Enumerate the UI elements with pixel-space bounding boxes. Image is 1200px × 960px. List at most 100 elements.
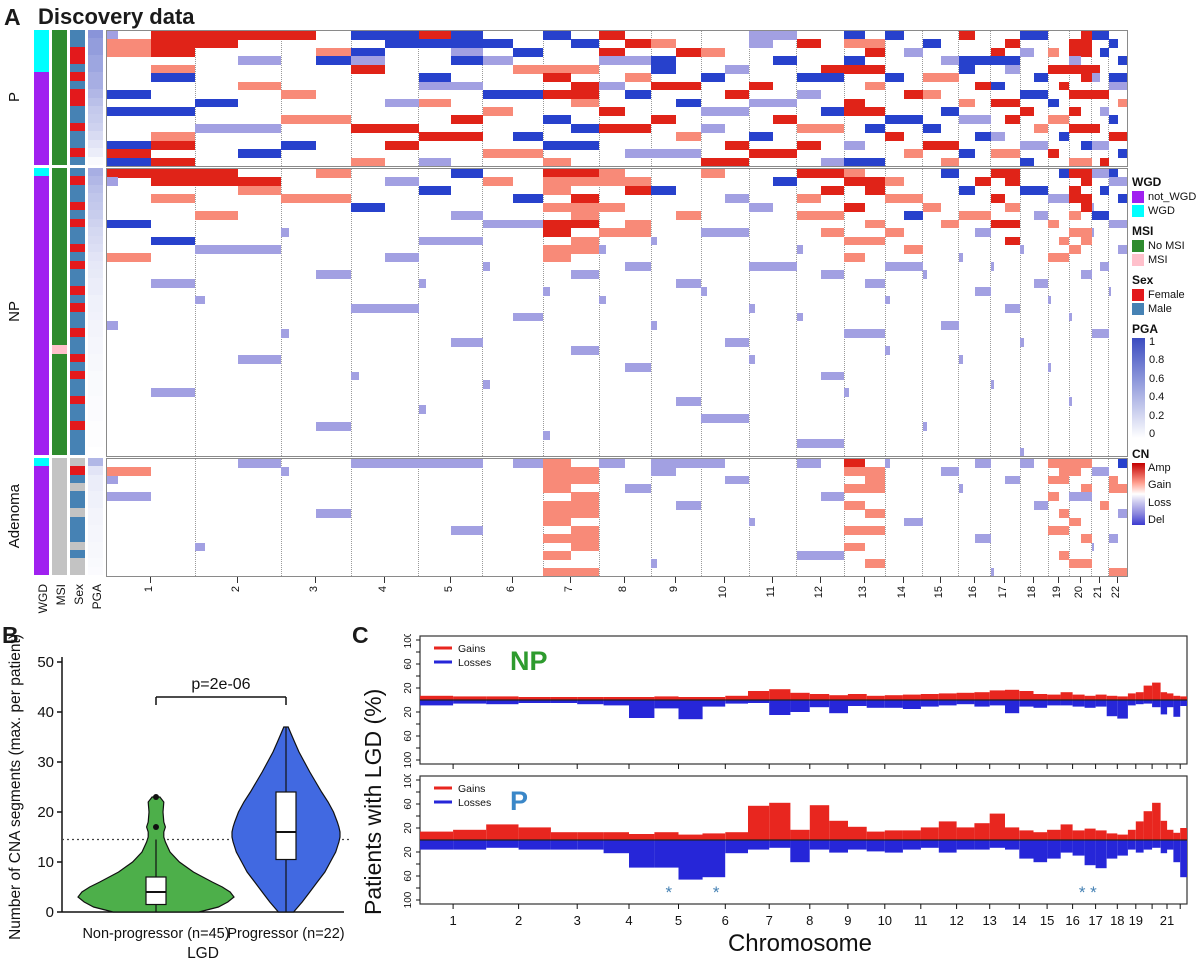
significance-star: * bbox=[1079, 883, 1086, 902]
chromosome-separator bbox=[598, 31, 600, 166]
cn-segment bbox=[1005, 475, 1021, 485]
pga-cell bbox=[88, 353, 103, 363]
cn-segment bbox=[651, 467, 677, 477]
cn-segment bbox=[450, 31, 483, 40]
cn-segment bbox=[571, 542, 600, 552]
gain-bar bbox=[1106, 833, 1118, 840]
box-plot bbox=[275, 791, 297, 861]
cn-segment bbox=[1034, 211, 1049, 221]
cn-segment bbox=[864, 509, 885, 518]
gain-bar bbox=[1072, 694, 1085, 700]
chromosome-label: 20 bbox=[1072, 586, 1085, 599]
cn-segment bbox=[151, 278, 196, 288]
cn-segment bbox=[543, 244, 600, 254]
chromosome-tick bbox=[1057, 577, 1059, 583]
gain-bar bbox=[1033, 694, 1048, 700]
pga-cell bbox=[88, 235, 103, 245]
panel-c-ylabel: Patients with LGD (%) bbox=[360, 688, 386, 915]
loss-bar bbox=[1173, 840, 1181, 863]
gain-bar bbox=[1135, 821, 1144, 840]
cn-segment bbox=[1058, 169, 1070, 178]
cn-segment bbox=[864, 185, 885, 195]
pga-cell bbox=[88, 55, 103, 65]
cn-segment bbox=[940, 320, 959, 330]
chromosome-tick bbox=[675, 577, 677, 583]
msi-cell bbox=[52, 319, 67, 329]
cn-segment bbox=[990, 380, 995, 389]
cn-segment bbox=[940, 219, 959, 229]
cn-segment bbox=[1069, 90, 1092, 99]
cn-segment bbox=[1091, 329, 1109, 339]
wgd-cell bbox=[34, 63, 49, 73]
sex-cell bbox=[70, 379, 85, 388]
loss-bar bbox=[1060, 840, 1073, 853]
cn-segment bbox=[990, 47, 1006, 57]
chromosome-separator bbox=[1091, 169, 1093, 456]
loss-bar bbox=[902, 700, 921, 709]
cn-segment bbox=[1005, 304, 1021, 313]
cn-segment bbox=[543, 185, 572, 195]
msi-cell bbox=[52, 210, 67, 220]
loss-bar bbox=[518, 840, 551, 850]
y-tick-label: 60 bbox=[403, 798, 414, 810]
cn-segment bbox=[1091, 64, 1101, 74]
chromosome-separator bbox=[1091, 459, 1093, 576]
chromosome-separator bbox=[418, 169, 420, 456]
msi-cell bbox=[52, 412, 67, 422]
wgd-cell bbox=[34, 38, 49, 48]
cn-segment bbox=[1048, 47, 1059, 57]
gain-bar bbox=[748, 805, 770, 840]
chromosome-separator bbox=[700, 459, 702, 576]
sex-cell bbox=[70, 131, 85, 141]
cn-segment bbox=[701, 413, 750, 423]
cn-segment bbox=[151, 64, 196, 74]
msi-cell bbox=[52, 235, 67, 245]
chromosome-separator bbox=[990, 169, 992, 456]
cn-segment bbox=[1117, 98, 1127, 108]
cn-segment bbox=[922, 123, 941, 133]
cn-segment bbox=[725, 140, 750, 150]
cn-segment bbox=[1058, 509, 1070, 518]
cn-segment bbox=[1069, 47, 1092, 57]
loss-bar bbox=[1019, 700, 1034, 707]
pga-tick: 0.2 bbox=[1149, 409, 1165, 422]
chromosome-separator bbox=[1019, 169, 1021, 456]
x-tick-label: 12 bbox=[949, 913, 963, 928]
gain-bar bbox=[902, 694, 921, 700]
cn-segment bbox=[599, 169, 626, 178]
cn-segment bbox=[1048, 459, 1070, 468]
cn-segment bbox=[1069, 492, 1092, 502]
gain-bar bbox=[1135, 692, 1144, 700]
male-swatch bbox=[1132, 303, 1144, 315]
cn-segment bbox=[281, 90, 317, 99]
cn-segment bbox=[958, 98, 975, 108]
legend-sex-title: Sex bbox=[1132, 273, 1154, 287]
group-label-p: P bbox=[6, 30, 23, 165]
chromosome-separator bbox=[843, 169, 845, 456]
cn-segment bbox=[281, 228, 290, 237]
msi-cell bbox=[52, 483, 67, 492]
chromosome-separator bbox=[958, 169, 960, 456]
loss-bar bbox=[725, 840, 748, 854]
heatmap-group-adenoma bbox=[106, 458, 1128, 577]
loss-bar bbox=[486, 840, 519, 848]
cn-segment bbox=[958, 149, 975, 158]
chromosome-tick bbox=[383, 577, 385, 583]
loss-bar bbox=[1060, 700, 1073, 706]
cn-segment bbox=[281, 31, 317, 40]
cn-segment bbox=[1048, 492, 1059, 502]
chromosome-tick bbox=[570, 577, 572, 583]
pga-cell bbox=[88, 63, 103, 73]
sex-cell bbox=[70, 438, 85, 447]
cn-segment bbox=[651, 115, 677, 125]
loss-bar bbox=[725, 700, 748, 704]
notwgd-swatch bbox=[1132, 191, 1144, 203]
cn-segment bbox=[651, 459, 702, 468]
cn-segment bbox=[107, 90, 152, 99]
cn-segment bbox=[1048, 115, 1070, 125]
msi-label: MSI bbox=[1148, 254, 1168, 266]
cn-segment bbox=[1005, 202, 1021, 212]
loss-bar bbox=[654, 700, 679, 709]
wgd-cell bbox=[34, 404, 49, 414]
